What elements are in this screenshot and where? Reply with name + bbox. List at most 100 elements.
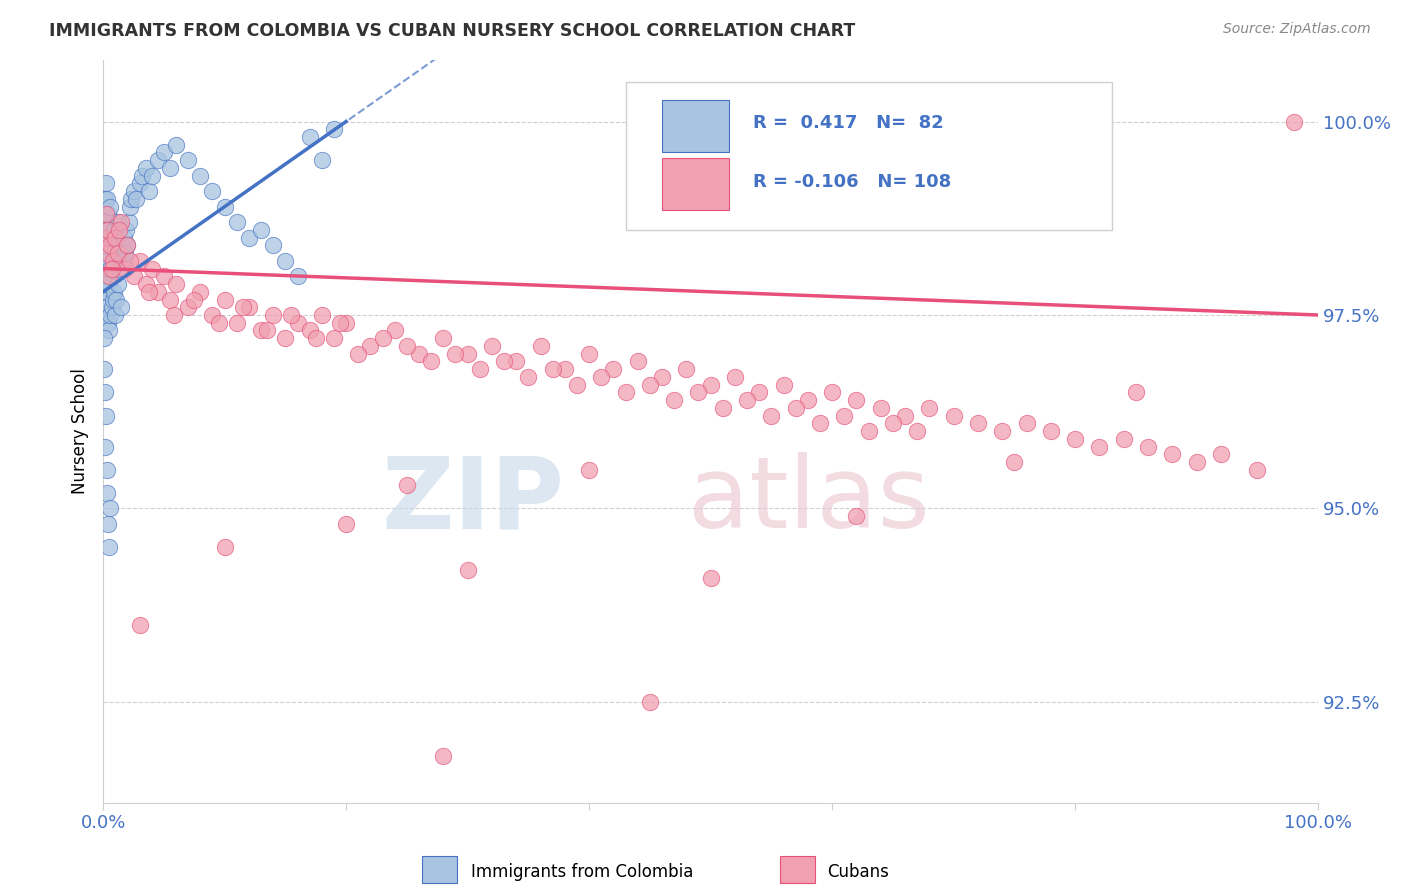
Point xyxy=(335,516,357,531)
FancyBboxPatch shape xyxy=(626,82,1112,230)
Point xyxy=(468,362,491,376)
Point xyxy=(110,300,132,314)
Point xyxy=(122,184,145,198)
Point xyxy=(1209,447,1232,461)
Point xyxy=(821,385,844,400)
Point xyxy=(96,486,118,500)
Point xyxy=(554,362,576,376)
Point xyxy=(141,261,163,276)
Point xyxy=(651,370,673,384)
Point xyxy=(274,331,297,345)
Point xyxy=(188,169,211,183)
Point xyxy=(101,293,124,307)
Point xyxy=(105,293,128,307)
Point xyxy=(457,563,479,577)
Point xyxy=(153,269,176,284)
Point xyxy=(165,137,187,152)
Point xyxy=(100,261,122,276)
Point xyxy=(94,177,117,191)
Point xyxy=(505,354,527,368)
Point xyxy=(517,370,540,384)
Point xyxy=(420,354,443,368)
Point xyxy=(578,463,600,477)
Point xyxy=(98,323,121,337)
Point xyxy=(832,409,855,423)
Point xyxy=(942,409,965,423)
Point xyxy=(100,308,122,322)
Point xyxy=(98,501,121,516)
Point xyxy=(128,617,150,632)
Point xyxy=(591,370,613,384)
Point xyxy=(159,293,181,307)
Point xyxy=(94,308,117,322)
Point xyxy=(287,269,309,284)
Point xyxy=(128,253,150,268)
Point xyxy=(1112,432,1135,446)
Point xyxy=(845,393,868,408)
Point xyxy=(96,246,118,260)
Point xyxy=(311,153,333,168)
Point xyxy=(1246,463,1268,477)
Point xyxy=(97,207,120,221)
Point xyxy=(1125,385,1147,400)
Point xyxy=(748,385,770,400)
Point xyxy=(104,308,127,322)
Text: R = -0.106   N= 108: R = -0.106 N= 108 xyxy=(754,173,952,191)
Point xyxy=(614,385,637,400)
Point xyxy=(808,417,831,431)
Point xyxy=(100,200,122,214)
Point xyxy=(627,354,650,368)
Point xyxy=(1161,447,1184,461)
Point xyxy=(262,238,284,252)
Point xyxy=(250,223,273,237)
Point xyxy=(329,316,352,330)
Point xyxy=(117,238,139,252)
Point xyxy=(905,424,928,438)
Point xyxy=(93,385,115,400)
Point xyxy=(638,377,661,392)
Point xyxy=(1064,432,1087,446)
Point xyxy=(98,269,121,284)
Point xyxy=(232,300,254,314)
Point xyxy=(457,347,479,361)
Point xyxy=(153,145,176,160)
Point xyxy=(214,200,236,214)
Point xyxy=(395,478,418,492)
Point xyxy=(114,261,136,276)
Point xyxy=(162,308,184,322)
Point xyxy=(177,300,200,314)
Point xyxy=(785,401,807,415)
Point xyxy=(724,370,747,384)
Point xyxy=(918,401,941,415)
Point xyxy=(96,285,118,299)
Point xyxy=(1185,455,1208,469)
Point xyxy=(675,362,697,376)
Point xyxy=(125,192,148,206)
Point xyxy=(93,253,115,268)
Point xyxy=(432,331,454,345)
Text: Cubans: Cubans xyxy=(827,863,889,881)
Point xyxy=(98,277,121,291)
Point xyxy=(529,339,551,353)
Point xyxy=(98,230,121,244)
Point xyxy=(711,401,734,415)
Point xyxy=(207,316,229,330)
Point xyxy=(105,230,128,244)
Point xyxy=(1002,455,1025,469)
Point xyxy=(201,184,224,198)
Point xyxy=(298,323,321,337)
Point xyxy=(481,339,503,353)
FancyBboxPatch shape xyxy=(662,158,728,210)
Point xyxy=(117,238,139,252)
FancyBboxPatch shape xyxy=(662,101,728,153)
Point xyxy=(112,230,135,244)
Point xyxy=(146,285,169,299)
Point xyxy=(159,161,181,175)
Point xyxy=(845,509,868,524)
Point xyxy=(238,300,260,314)
Point xyxy=(94,269,117,284)
Point xyxy=(201,308,224,322)
Point xyxy=(256,323,278,337)
Point xyxy=(97,223,120,237)
Point xyxy=(664,393,686,408)
